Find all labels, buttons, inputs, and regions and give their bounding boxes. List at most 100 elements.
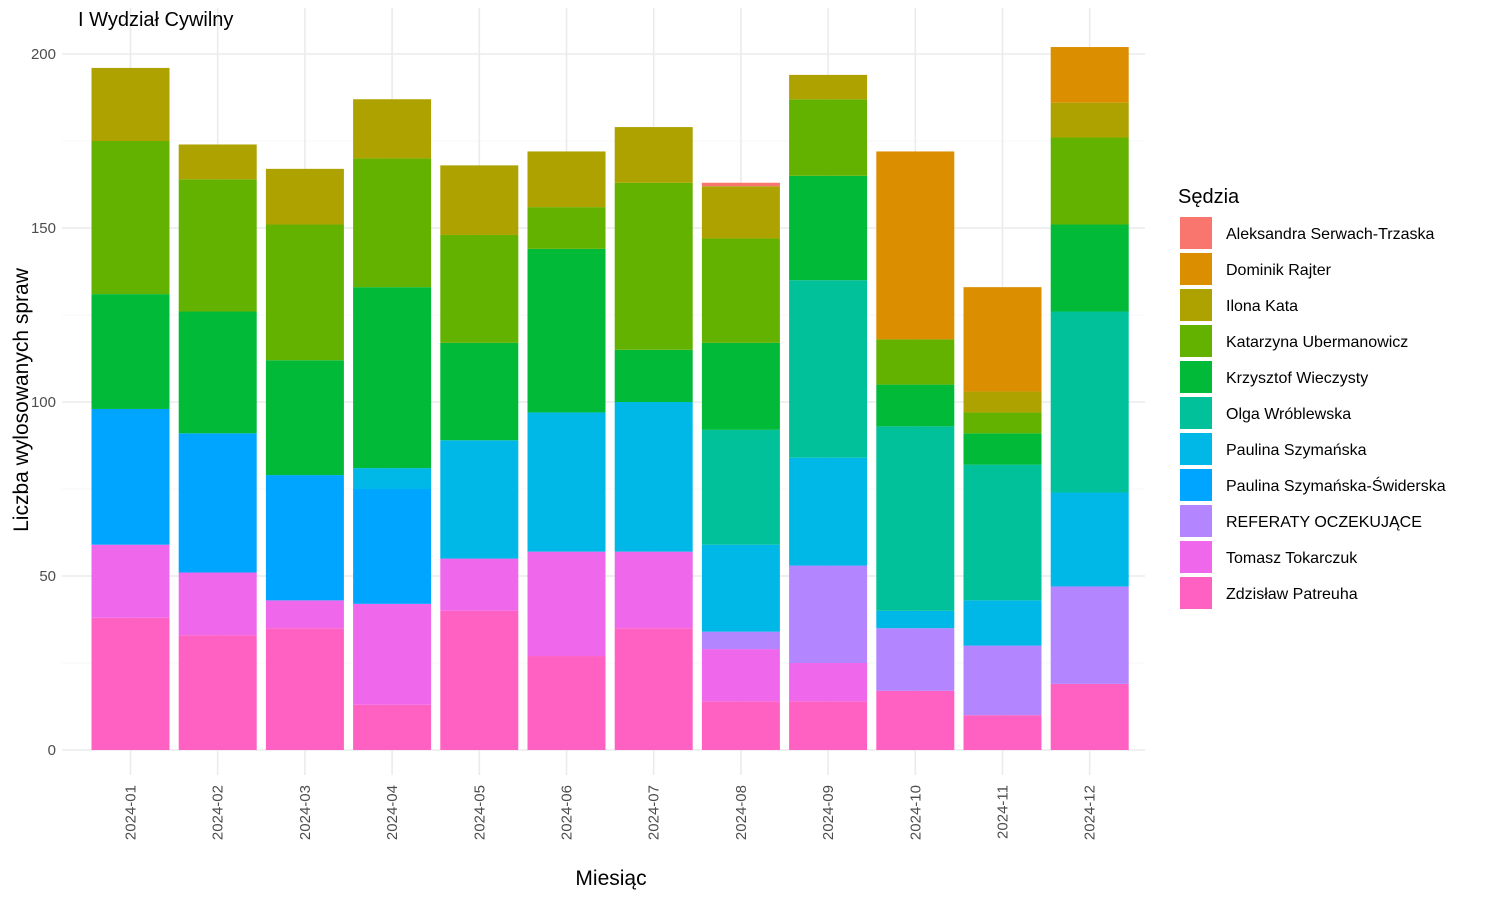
x-tick-label: 2024-02: [210, 785, 227, 840]
bar-segment: [789, 663, 868, 702]
bar-segment: [178, 433, 257, 573]
bar-segment: [178, 144, 257, 180]
y-tick-label: 0: [48, 742, 56, 759]
bar-segment: [963, 287, 1042, 392]
x-tick-label: 2024-09: [820, 785, 837, 840]
bar-segment: [440, 165, 519, 235]
bar-segment: [876, 610, 955, 629]
chart-title: I Wydział Cywilny: [78, 9, 233, 31]
bar-segment: [789, 701, 868, 750]
bar-segment: [353, 489, 432, 604]
bar-segment: [353, 287, 432, 469]
bar-segment: [265, 600, 344, 629]
x-tick-label: 2024-03: [297, 785, 314, 840]
bar-segment: [789, 457, 868, 566]
bar-segment: [178, 311, 257, 434]
bar-segment: [1050, 492, 1129, 587]
bar-segment: [876, 426, 955, 611]
x-tick-label: 2024-04: [384, 785, 401, 840]
legend-label: REFERATY OCZEKUJĄCE: [1226, 514, 1422, 531]
legend-key: [1180, 505, 1212, 537]
y-tick-label: 100: [31, 394, 56, 411]
legend-key: [1180, 253, 1212, 285]
bar-segment: [440, 558, 519, 611]
bar-segment: [91, 408, 170, 545]
bar-segment: [1050, 311, 1129, 493]
legend-key: [1180, 469, 1212, 501]
bar-segment: [91, 141, 170, 295]
x-tick-label: 2024-01: [123, 785, 140, 840]
legend-label: Krzysztof Wieczysty: [1226, 370, 1368, 387]
bar-segment: [876, 151, 955, 340]
bar-segment: [1050, 224, 1129, 312]
bar-segment: [614, 628, 693, 750]
bar-segment: [353, 704, 432, 750]
bar-segment: [701, 631, 780, 650]
legend-key: [1180, 397, 1212, 429]
legend-label: Ilona Kata: [1226, 298, 1298, 315]
y-tick-label: 150: [31, 220, 56, 237]
bar-segment: [353, 99, 432, 159]
y-tick-label: 50: [39, 568, 56, 585]
bar-segment: [963, 645, 1042, 716]
legend: Sędzia Aleksandra Serwach-Trzaska Dominik…: [1178, 186, 1446, 609]
y-axis-ticks: 0 50 100 150 200: [31, 46, 56, 759]
legend-label: Olga Wróblewska: [1226, 406, 1351, 423]
bar-segment: [178, 635, 257, 750]
x-tick-label: 2024-07: [646, 785, 663, 840]
bar-segment: [701, 186, 780, 239]
bar-segment: [963, 464, 1042, 601]
legend-label: Aleksandra Serwach-Trzaska: [1226, 226, 1434, 243]
legend-key: [1180, 361, 1212, 393]
bar-segment: [527, 551, 606, 657]
legend-label: Paulina Szymańska: [1226, 442, 1367, 459]
legend-label: Paulina Szymańska-Świderska: [1226, 476, 1446, 495]
bar-segment: [440, 234, 519, 343]
bar-segment: [527, 412, 606, 552]
bar-segment: [1050, 137, 1129, 225]
x-tick-label: 2024-05: [471, 785, 488, 840]
bar-segment: [91, 67, 170, 141]
bar-segment: [789, 175, 868, 281]
legend-title: Sędzia: [1178, 186, 1240, 208]
bar-segment: [614, 349, 693, 402]
bar-segment: [614, 402, 693, 552]
legend-key: [1180, 433, 1212, 465]
bar-segment: [701, 342, 780, 430]
y-tick-label: 200: [31, 46, 56, 63]
bar-segment: [876, 690, 955, 750]
bar-segment: [527, 151, 606, 208]
bar-segment: [353, 603, 432, 705]
bar-segment: [963, 433, 1042, 465]
bar-segment: [614, 182, 693, 350]
x-tick-label: 2024-08: [733, 785, 750, 840]
bar-segment: [701, 429, 780, 545]
bar-segment: [178, 572, 257, 636]
x-tick-label: 2024-06: [559, 785, 576, 840]
bar-segment: [789, 99, 868, 176]
bar-segment: [91, 294, 170, 409]
bar-segment: [527, 656, 606, 750]
bar-segment: [265, 475, 344, 601]
legend-label: Tomasz Tokarczuk: [1226, 550, 1358, 567]
legend-key: [1180, 541, 1212, 573]
legend-key: [1180, 217, 1212, 249]
legend-label: Katarzyna Ubermanowicz: [1226, 334, 1408, 351]
y-axis-title: Liczba wylosowanych spraw: [10, 267, 33, 532]
bar-segment: [91, 617, 170, 750]
bar-segment: [440, 342, 519, 441]
bar-segment: [701, 701, 780, 750]
legend-key: [1180, 289, 1212, 321]
bar-segment: [353, 158, 432, 288]
bar-segment: [440, 610, 519, 750]
bar-segment: [701, 238, 780, 343]
legend-label: Zdzisław Patreuha: [1226, 586, 1358, 603]
bar-segment: [614, 551, 693, 629]
bars: [91, 47, 1129, 750]
bar-segment: [265, 224, 344, 361]
bar-segment: [265, 168, 344, 225]
bar-segment: [876, 384, 955, 427]
bar-segment: [963, 412, 1042, 434]
x-tick-label: 2024-10: [907, 785, 924, 840]
